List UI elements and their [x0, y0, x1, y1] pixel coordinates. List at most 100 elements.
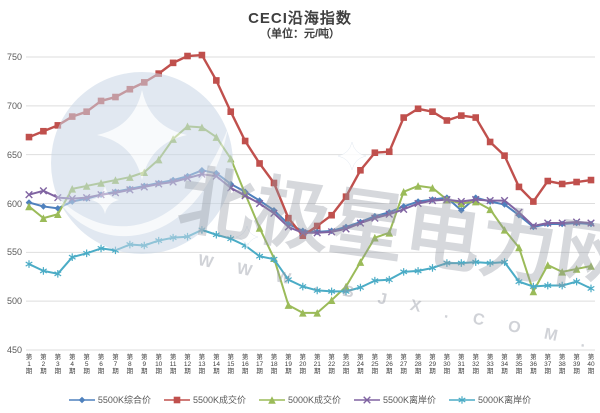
asterisk-marker-icon [472, 258, 480, 266]
asterisk-marker-icon [428, 264, 437, 272]
square-marker-icon [97, 97, 105, 105]
legend-item-2: 5000K成交价 [258, 393, 341, 406]
square-marker-icon [173, 396, 181, 403]
x-tick-label: 第 14 期 [212, 354, 220, 375]
x-marker-icon [25, 190, 33, 199]
x-tick-label: 第 31 期 [457, 354, 465, 375]
legend-swatch-icon [68, 396, 95, 403]
x-tick-label: 第 36 期 [529, 354, 537, 375]
asterisk-marker-icon [313, 286, 321, 295]
x-tick-label: 第 13 期 [198, 354, 206, 375]
x-marker-icon [558, 219, 566, 227]
legend-item-0: 5500K综合价 [68, 393, 151, 406]
square-marker-icon [587, 176, 595, 184]
square-marker-icon [544, 177, 552, 185]
legend-swatch-icon [449, 395, 476, 404]
x-marker-icon [529, 222, 538, 230]
asterisk-marker-icon [385, 275, 393, 284]
triangle-marker-icon [500, 226, 509, 234]
square-marker-icon [54, 122, 62, 129]
diamond-marker-icon [472, 194, 480, 201]
triangle-marker-icon [572, 265, 581, 273]
diamond-marker-icon [501, 201, 508, 208]
asterisk-marker-icon [500, 258, 509, 266]
square-marker-icon [198, 51, 206, 59]
asterisk-marker-icon [587, 284, 595, 293]
triangle-marker-icon [371, 233, 379, 242]
x-marker-icon [399, 205, 408, 214]
y-tick-label: 650 [6, 149, 22, 160]
y-tick-label: 500 [6, 296, 22, 307]
legend-item-3: 5500K离岸价 [354, 393, 436, 406]
series-line-1 [28, 53, 592, 237]
triangle-marker-icon [313, 309, 322, 317]
x-marker-icon [515, 208, 523, 217]
square-marker-icon [515, 183, 523, 191]
diamond-marker-icon [371, 212, 379, 220]
triangle-marker-icon [25, 202, 33, 211]
x-tick-label: 第 10 期 [155, 354, 163, 375]
square-marker-icon [83, 108, 90, 115]
square-marker-icon [25, 133, 33, 141]
series-markers-1 [25, 51, 595, 240]
square-marker-icon [530, 198, 537, 205]
legend-item-1: 5500K成交价 [163, 393, 246, 406]
triangle-marker-icon [558, 268, 566, 276]
triangle-marker-icon [298, 309, 307, 317]
y-tick-label: 600 [6, 198, 22, 209]
triangle-marker-icon [587, 262, 595, 270]
x-marker-icon [385, 210, 394, 219]
square-marker-icon [213, 77, 220, 84]
x-tick-label: 第 24 期 [356, 354, 365, 375]
asterisk-marker-icon [515, 277, 523, 286]
square-marker-icon [227, 108, 235, 115]
x-marker-icon [313, 229, 321, 237]
asterisk-marker-icon [270, 255, 278, 263]
x-tick-label: 第 34 期 [500, 354, 509, 375]
square-marker-icon [400, 114, 407, 121]
square-marker-icon [342, 193, 350, 200]
asterisk-marker-icon [327, 287, 336, 296]
x-marker-icon [457, 197, 466, 206]
x-marker-icon [471, 195, 480, 204]
asterisk-marker-icon [255, 252, 264, 261]
triangle-marker-icon [284, 301, 293, 309]
x-tick-label: 第 26 期 [385, 354, 393, 375]
triangle-marker-icon [399, 187, 408, 196]
x-marker-icon [486, 196, 494, 205]
square-marker-icon [126, 85, 134, 93]
diamond-marker-icon [385, 208, 393, 216]
diamond-marker-icon [25, 199, 33, 206]
asterisk-marker-icon [299, 282, 307, 291]
x-marker-icon [500, 196, 509, 205]
asterisk-marker-icon [414, 267, 422, 275]
x-marker-icon [414, 199, 422, 208]
asterisk-marker-icon [54, 270, 62, 278]
x-marker-icon [255, 199, 264, 208]
x-marker-icon [363, 395, 371, 404]
x-tick-label: 第 35 期 [515, 354, 523, 375]
x-marker-icon [299, 229, 307, 237]
x-marker-icon [327, 228, 336, 236]
series-markers-0 [25, 166, 595, 236]
x-tick-label: 第 21 期 [313, 354, 321, 375]
x-tick-label: 第 18 期 [270, 354, 278, 375]
square-marker-icon [270, 179, 278, 187]
x-tick-label: 第 37 期 [544, 354, 552, 375]
y-tick-label: 450 [6, 345, 22, 355]
x-marker-icon [371, 214, 379, 222]
chart-title: CECI沿海指数 [248, 10, 352, 27]
x-tick-label: 第 29 期 [428, 354, 437, 375]
triangle-marker-icon [515, 243, 523, 252]
x-marker-icon [270, 209, 278, 218]
asterisk-marker-icon [458, 395, 466, 404]
chart-legend: 5500K综合价 5500K成交价 5000K成交价 5500K离岸价 5000K离岸价 [0, 393, 600, 406]
square-marker-icon [328, 211, 335, 219]
